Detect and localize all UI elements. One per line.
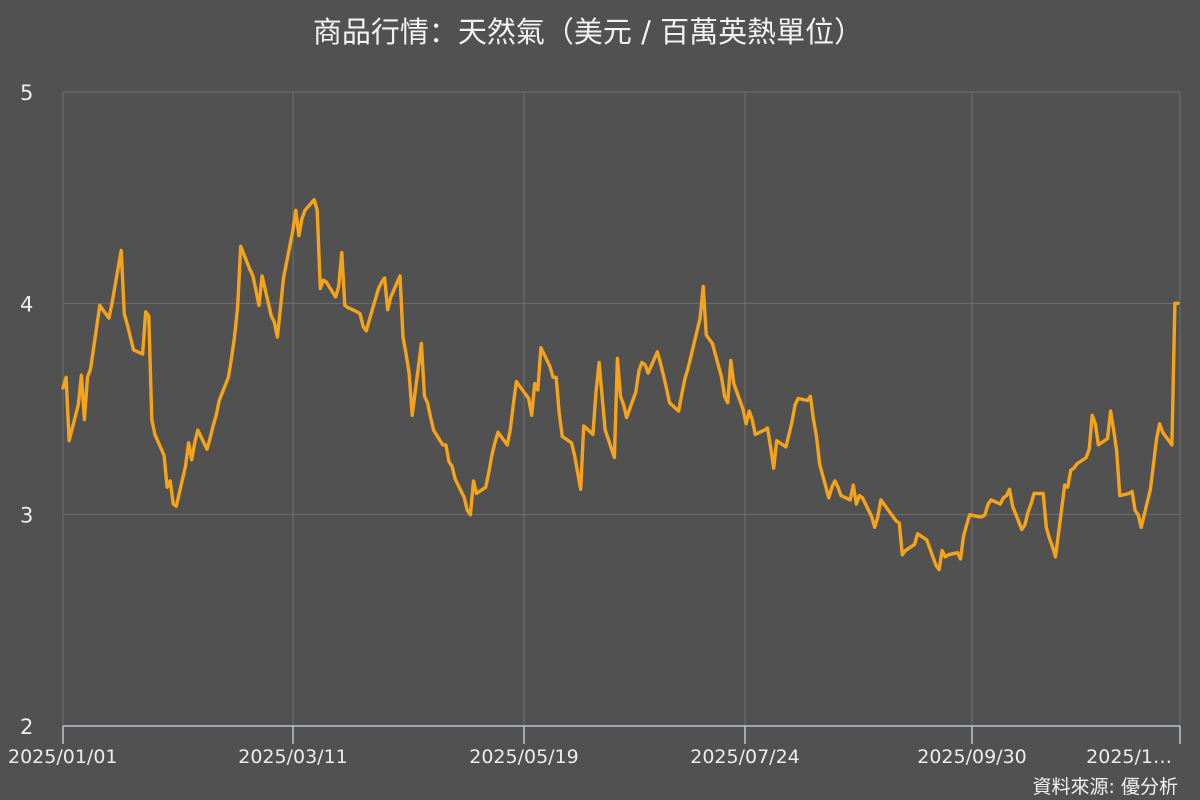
- y-tick-label: 3: [20, 504, 33, 528]
- y-tick-label: 4: [20, 292, 33, 316]
- x-tick-label: 2025/03/11: [238, 746, 348, 768]
- y-tick-label: 5: [20, 81, 33, 105]
- gridlines: [62, 91, 1181, 726]
- natural-gas-price-line: [61, 198, 1180, 572]
- chart-title: 商品行情：天然氣（美元 / 百萬英熱單位）: [313, 15, 863, 49]
- x-tick-label: 2025/01/01: [8, 746, 118, 768]
- x-tick-label: 2025/05/19: [469, 746, 579, 768]
- y-axis-ticks: 2 3 4 5: [20, 81, 33, 739]
- x-tick-label: 2025/09/30: [917, 746, 1027, 768]
- source-label: 資料來源: 優分析: [1033, 776, 1178, 798]
- x-axis-ticks: 2025/01/01 2025/03/11 2025/05/19 2025/07/24…: [8, 726, 1181, 768]
- x-tick-label: 2025/07/24: [690, 746, 800, 768]
- y-tick-label: 2: [20, 715, 33, 739]
- x-tick-label: 2025/1…: [1086, 746, 1172, 768]
